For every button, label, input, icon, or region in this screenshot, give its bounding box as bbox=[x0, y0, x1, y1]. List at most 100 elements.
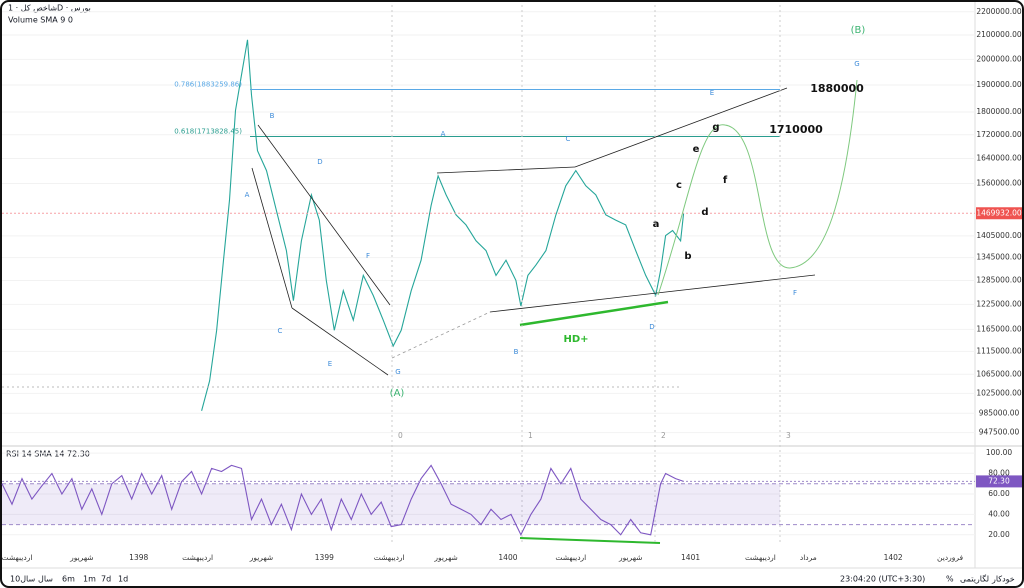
wave-label: E bbox=[328, 360, 332, 368]
annotation: (A) bbox=[390, 388, 405, 399]
x-tick-label: 1399 bbox=[315, 553, 334, 562]
trend-line bbox=[251, 167, 293, 309]
hd-line-rsi bbox=[519, 537, 661, 544]
range[interactable]: 7d bbox=[101, 575, 111, 584]
y-tick-label: 2000000.00 bbox=[976, 54, 1022, 63]
last-value-label: 72.30 bbox=[988, 476, 1010, 485]
wave-label: D bbox=[649, 323, 654, 331]
wave-label: F bbox=[366, 252, 370, 260]
last-value-box bbox=[976, 475, 1022, 488]
x-tick-label: شهریور bbox=[433, 553, 457, 562]
x-tick-label: فروردین bbox=[937, 553, 964, 562]
fib-label: 0.786(1883259.86) bbox=[174, 80, 242, 88]
y-tick-label: 1285000.00 bbox=[976, 275, 1022, 284]
y-tick-label: 2100000.00 bbox=[976, 30, 1022, 39]
auto-toggle[interactable]: خودکار bbox=[991, 575, 1015, 584]
last-value-label: 1469932.00 bbox=[976, 208, 1022, 217]
x-tick-label: 1398 bbox=[129, 553, 148, 562]
hd-line bbox=[519, 300, 669, 327]
trend-line bbox=[574, 87, 788, 168]
y-tick-label: 985000.00 bbox=[979, 408, 1020, 417]
wave-label: A bbox=[245, 191, 250, 199]
y-tick-label: 1900000.00 bbox=[976, 80, 1022, 89]
wave-label: B bbox=[270, 112, 275, 120]
x-tick-label: 1400 bbox=[498, 553, 517, 562]
y-tick-label: 947500.00 bbox=[979, 428, 1020, 437]
y-tick-label: 20.00 bbox=[988, 530, 1010, 539]
range[interactable]: 10سال bbox=[10, 575, 35, 584]
wave-label: c bbox=[676, 180, 682, 191]
log-toggle[interactable]: لگاریتمی bbox=[960, 574, 989, 584]
wave-label: A bbox=[441, 130, 446, 138]
y-tick-label: 1065000.00 bbox=[976, 369, 1022, 378]
volume-label: Volume SMA 9 0 bbox=[8, 16, 73, 25]
x-tick-label: مرداد bbox=[800, 553, 817, 562]
range[interactable]: 1m bbox=[83, 575, 96, 584]
wave-label: d bbox=[701, 207, 708, 218]
x-tick-label: 1401 bbox=[681, 553, 700, 562]
series-line bbox=[201, 39, 685, 411]
wave-label: G bbox=[395, 368, 400, 376]
y-tick-label: 1405000.00 bbox=[976, 231, 1022, 240]
x-tick-label: اردیبهشت bbox=[745, 553, 776, 562]
y-tick-label: 1225000.00 bbox=[976, 299, 1022, 308]
wave-label: B bbox=[514, 348, 519, 356]
trend-line bbox=[436, 166, 576, 174]
y-tick-label: 1025000.00 bbox=[976, 388, 1022, 397]
x-tick-label: شهریور bbox=[618, 553, 642, 562]
wave-label: C bbox=[566, 135, 571, 143]
trend-line bbox=[489, 274, 816, 313]
fib-label: 0.618(1713828.45) bbox=[174, 128, 242, 136]
y-tick-label: 1720000.00 bbox=[976, 130, 1022, 139]
x-tick-label: شهریور bbox=[249, 553, 273, 562]
trend-line bbox=[257, 124, 391, 306]
annotation: 1880000 bbox=[810, 82, 864, 95]
wave-label: e bbox=[693, 144, 700, 155]
wave-label: a bbox=[653, 219, 660, 230]
wave-label: b bbox=[684, 251, 691, 262]
series-line bbox=[1, 464, 684, 537]
wave-label: g bbox=[712, 122, 719, 133]
wave-label: G bbox=[854, 60, 859, 68]
x-tick-label: اردیبهشت bbox=[182, 553, 213, 562]
x-tick-label: اردیبهشت bbox=[2, 553, 33, 562]
time-zone-label: 2 bbox=[661, 431, 666, 440]
annotation: 1710000 bbox=[769, 123, 823, 136]
rsi-band bbox=[2, 483, 780, 525]
annotation: HD+ bbox=[563, 334, 588, 345]
y-tick-label: 80.00 bbox=[988, 469, 1010, 478]
last-value-box bbox=[976, 207, 1022, 220]
x-tick-label: شهریور bbox=[69, 553, 93, 562]
y-tick-label: 1165000.00 bbox=[976, 324, 1022, 333]
y-tick-label: 1560000.00 bbox=[976, 179, 1022, 188]
percent-toggle[interactable]: % bbox=[946, 575, 954, 584]
trend-line bbox=[291, 307, 389, 376]
y-tick-label: 60.00 bbox=[988, 489, 1010, 498]
y-tick-label: 1640000.00 bbox=[976, 154, 1022, 163]
y-tick-label: 1800000.00 bbox=[976, 107, 1022, 116]
x-tick-label: 1402 bbox=[884, 553, 903, 562]
y-tick-label: 1345000.00 bbox=[976, 253, 1022, 262]
symbol: شاخص کل · 1D · بورس bbox=[8, 4, 91, 13]
wave-label: D bbox=[317, 158, 322, 166]
y-tick-label: 40.00 bbox=[988, 509, 1010, 518]
range[interactable]: 6m bbox=[62, 575, 75, 584]
wave-label: C bbox=[278, 327, 283, 335]
projection bbox=[657, 79, 858, 296]
y-tick-label: 1115000.00 bbox=[976, 346, 1022, 355]
x-tick-label: اردیبهشت bbox=[555, 553, 586, 562]
wave-label: f bbox=[723, 175, 728, 186]
range[interactable]: 1d bbox=[118, 575, 128, 584]
y-tick-label: 100.00 bbox=[986, 448, 1012, 457]
y-tick-label: 2200000.00 bbox=[976, 7, 1022, 16]
time-zone-label: 0 bbox=[398, 431, 403, 440]
rsi-label: RSI 14 SMA 14 72.30 bbox=[6, 450, 90, 459]
time-zone-label: 3 bbox=[786, 431, 791, 440]
wave-label: E bbox=[710, 89, 714, 97]
time-zone-label: 1 bbox=[528, 431, 533, 440]
x-tick-label: اردیبهشت bbox=[374, 553, 405, 562]
range[interactable]: سال bbox=[38, 575, 53, 584]
annotation: (B) bbox=[851, 25, 866, 36]
